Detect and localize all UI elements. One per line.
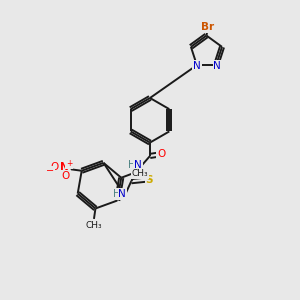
Text: N: N (213, 61, 221, 71)
Text: H: H (113, 189, 120, 199)
Text: O: O (157, 148, 165, 159)
Text: N: N (134, 160, 142, 170)
Text: N: N (118, 189, 126, 199)
Text: O: O (62, 171, 70, 181)
Text: +: + (66, 159, 72, 168)
Text: O: O (51, 162, 59, 172)
Text: S: S (146, 175, 153, 185)
Text: CH₃: CH₃ (132, 169, 148, 178)
Text: CH₃: CH₃ (85, 221, 102, 230)
Text: Br: Br (201, 22, 214, 32)
Text: N: N (193, 61, 201, 71)
Text: −: − (46, 167, 54, 176)
Text: H: H (128, 160, 136, 170)
Text: N: N (60, 162, 69, 172)
